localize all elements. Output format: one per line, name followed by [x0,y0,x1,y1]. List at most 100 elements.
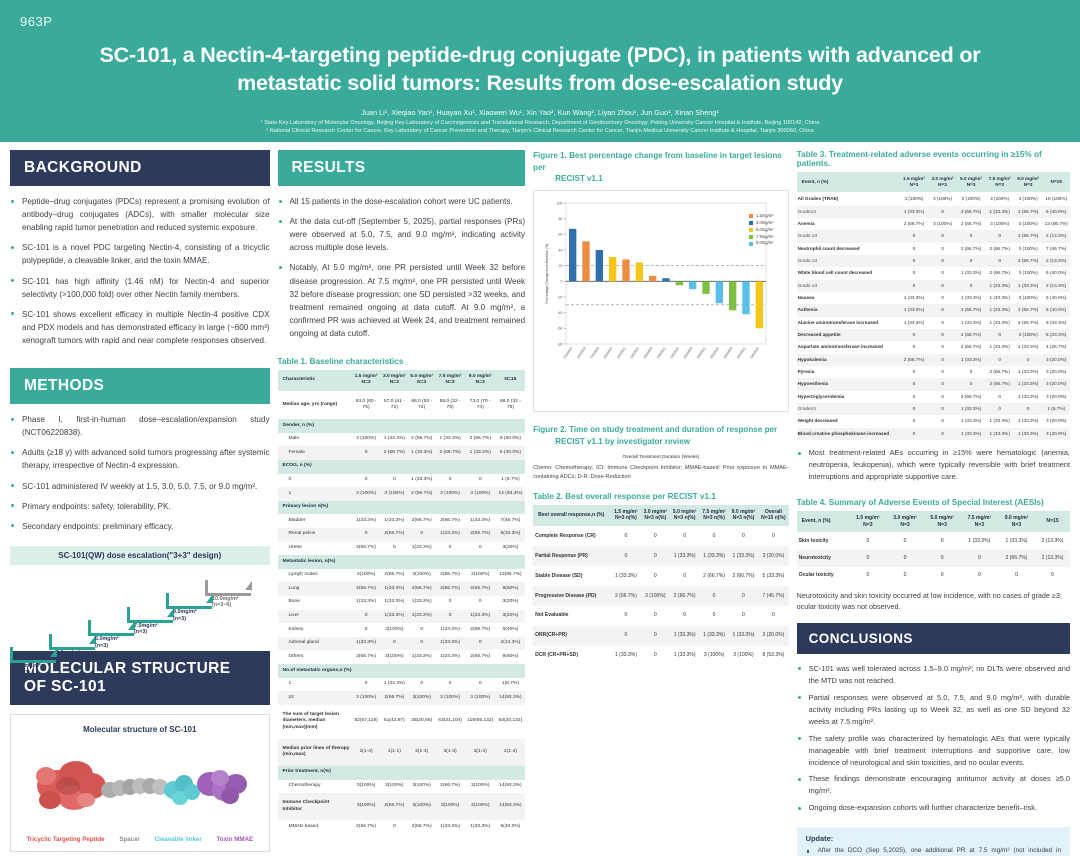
cell-2: 0 [408,527,436,542]
table-row: Nausea 1 (33.3%) 0 1 (33.3%) 1 (33.3%) 3 (100… [797,292,1070,304]
svg-text:40: 40 [559,249,563,253]
cell-5: 7 (46.7%) [758,586,789,606]
cell-0: 0 [624,612,628,619]
cell-5: 2 (13.3%) [1042,279,1070,292]
row-label: Others [288,653,304,659]
cell-5: 7(46.7%) [500,517,521,523]
svg-text:0400002: 0400002 [749,346,760,359]
cell-5: 15 (100%) [1045,196,1068,202]
cell-5: 5 (33.3%) [762,572,785,579]
row-label: Grade ≥3 [796,230,900,243]
update-note-box: Update: After the DCO (Sep 5,2025), one … [796,827,1070,856]
row-label: ORR(CR+PR) [533,625,612,646]
column-header-3: 5.0 mg/m² N=3 [408,370,436,392]
cell-1: 0 [928,329,957,342]
table-row: DCR (CR+PR+SD) 1 (33.3%) 0 1 (33.3%) 3 (100%… [533,646,789,666]
cell-4: 3 (100%) [1018,245,1038,251]
cell-0: 0 [351,446,381,460]
cell-3: 2(66.7%) [440,783,460,789]
cell-3: 0 [985,353,1014,367]
table-group-row: Prior treatment, n(%) [277,765,526,780]
cell-0: 1 (33.3%) [903,319,925,325]
table-row: Hypokalemia 2 (66.7%) 0 1 (33.3%) 0 0 3 (20.0%… [796,353,1070,367]
cell-0: 0 [899,329,929,342]
cell-5: 3 (20.0%) [758,546,789,567]
cell-4: 1(33.3%) [470,823,491,829]
row-label: Median prior lines of therapy (min,max) [277,738,352,766]
legend-item-3: 7.5mg/m² [748,234,774,240]
cell-4: 0 [742,612,745,619]
dose-step-label-1: 3.0mg/m² (n=3) [56,649,80,663]
cell-2: 0 [940,571,944,578]
column-header-4: 7.5 mg/m² N=3 [435,370,465,392]
cell-2: 0 [956,254,986,268]
cell-1: 0 [928,427,957,441]
row-label: Grade ≥3 [796,254,900,268]
cell-5: 7 (46.7%) [1046,245,1067,251]
cell-4: 1 (33.3%) [1013,378,1043,391]
poster-header: 963P SC-101, a Nectin-4-targeting peptid… [0,0,1080,142]
cell-4: 2 (66.7%) [997,549,1036,567]
cell-1: 0 [903,571,907,578]
table-row: Liver 0 1(33.3%) 1(33.3%) 0 1(33.3%) 3(20%) [277,609,526,624]
cell-1: 57.0 (41 - 72) [383,398,405,411]
figure1-legend: 1.5mg/m² 3.0mg/m² 5.0mg/m² 7.5mg/m² 9.0mg/m² [748,213,774,247]
cell-1: 0 [653,572,657,579]
cell-5: 1(6.7%) [501,681,519,687]
cell-2: 1(33.3%) [408,609,436,624]
cell-4: 3 (100%) [1018,196,1038,202]
cell-1: 0 [653,612,657,619]
table-row: Alanine aminotransferase increased 1 (33.… [797,317,1070,329]
legend-toxin-mmae: Toxin MMAE [216,836,254,843]
column-header-6: N=15 [495,370,526,392]
column-header-2: 3.0 mg/m² N=3 [886,511,924,534]
cell-3: 2(66.7%) [440,572,460,578]
cell-1: 2(66.7%) [384,572,405,578]
section-banner-background: BACKGROUND [10,150,270,186]
cell-0: 3(100%) [351,793,381,821]
row-label: Progressive Disease (PD) [533,586,612,606]
row-label: Lymph nodes [288,572,318,578]
waterfall-bar-9 [689,281,697,290]
section-banner-methods: METHODS [10,368,270,405]
cell-4: 73.0 (70 - 74) [469,398,491,411]
dose-step-label-2: 5.0mg/m² (n=3) [95,636,119,649]
row-label: Liver [277,609,352,624]
table2-caption: Table 2. Best overall response per RECIS… [533,491,716,501]
cell-2: 3(100%) [412,572,431,578]
row-label: Chemotherapy [288,783,321,789]
cell-3: 3 (100%) [990,220,1010,226]
group-label: Metastatic lesion, n(%) [277,555,526,569]
cell-5: 14 (93.3%) [495,487,526,501]
page-title: SC-101, a Nectin-4-targeting peptide-dru… [99,43,981,95]
methods-bullet-0: Phase I, first-in-human dose–escalation/… [10,413,270,439]
table4-caption: Table 4. Summary of Adverse Events of Sp… [796,498,1044,508]
cell-2: 2 (66.7%) [956,205,986,218]
row-label: Bone [288,599,300,605]
cell-0: 0 [899,378,929,391]
cell-1: 3 (100%) [933,220,953,226]
cell-3: 1(33.3%) [440,626,460,632]
table-row: Adrenal gland 1(33.3%) 0 0 1(33.3%) 0 2(13.3%) [277,636,526,651]
table-row: Blood creatine phosphokinase increased 0 0… [796,427,1070,441]
cell-2: 2 (66.7%) [411,436,433,442]
cell-1: 0 [886,549,924,567]
row-label: Hypertriglyceridemia [797,393,845,399]
figure2-caption-line2: RECIST v1.1 by investigator review [555,436,691,446]
waterfall-bar-11 [715,281,724,304]
cell-1: 0 [392,545,396,551]
cell-3: 0 [699,586,729,606]
svg-text:-40: -40 [557,311,562,315]
cell-0: 0 [912,245,916,251]
cell-2: 1 (33.3%) [673,652,696,659]
table-row: Partial Response (PR) 0 0 1 (33.3%) 1 (33.3%… [533,546,789,567]
methods-bullet-1: Adults (≥18 y) with advanced solid tumor… [10,446,270,472]
table-group-row: Gender, n (%) [277,419,526,433]
cell-0: 0 [912,393,916,399]
row-label: Ureter [288,545,303,551]
table-group-row: Primary lesion n(%) [277,500,526,515]
cell-3: 1(33.3%) [435,527,465,542]
cell-4: 2(66.7%) [464,527,496,542]
cell-5: 3(20%) [502,599,519,605]
